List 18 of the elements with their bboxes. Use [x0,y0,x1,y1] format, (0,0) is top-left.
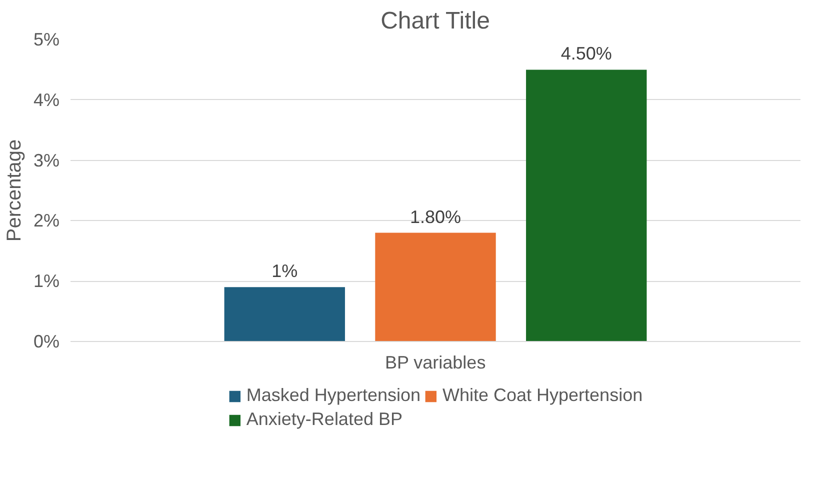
y-tick-label: 0% [33,332,60,352]
data-label: 1.80% [410,206,462,227]
bar [224,287,345,342]
y-tick-label: 2% [33,210,60,231]
y-tick-label: 5% [33,30,60,50]
data-label: 4.50% [560,44,612,64]
legend-label: Anxiety-Related BP [246,409,402,430]
y-tick-label: 1% [33,271,60,292]
x-tick-label: BP variables [384,352,486,372]
y-tick-label: 3% [33,150,60,170]
legend-label: Masked Hypertension [246,385,420,406]
chart-title: Chart Title [380,8,490,34]
bar [375,232,496,342]
legend-label: White Coat Hypertension [442,385,643,406]
y-axis-title: Percentage [3,139,26,242]
y-tick-label: 4% [33,90,60,110]
data-label: 1% [272,261,298,282]
bar [526,70,647,342]
